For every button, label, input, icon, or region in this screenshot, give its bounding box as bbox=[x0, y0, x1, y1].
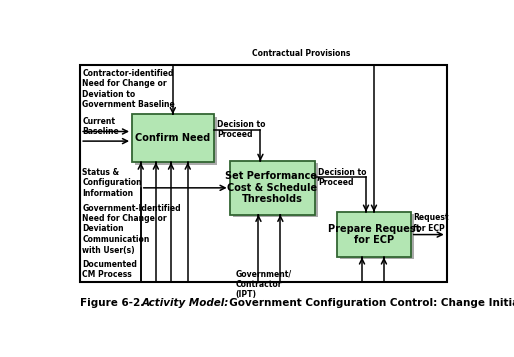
FancyBboxPatch shape bbox=[132, 114, 214, 162]
FancyBboxPatch shape bbox=[233, 163, 318, 217]
Text: Figure 6-2.: Figure 6-2. bbox=[80, 298, 148, 308]
Text: Set Performance,
Cost & Schedule
Thresholds: Set Performance, Cost & Schedule Thresho… bbox=[225, 171, 320, 205]
Text: Request
for ECP: Request for ECP bbox=[413, 213, 449, 233]
FancyBboxPatch shape bbox=[135, 116, 217, 165]
Text: Contractual Provisions: Contractual Provisions bbox=[252, 49, 351, 58]
Text: Status &
Configuration
Information: Status & Configuration Information bbox=[82, 168, 142, 198]
Text: Confirm Need: Confirm Need bbox=[135, 134, 210, 144]
Text: Prepare Request
for ECP: Prepare Request for ECP bbox=[328, 224, 420, 245]
Text: Contractor-identified
Need for Change or
Deviation to
Government Baseline: Contractor-identified Need for Change or… bbox=[82, 69, 175, 109]
Text: Government Configuration Control: Change Initiation: Government Configuration Control: Change… bbox=[222, 298, 514, 308]
FancyBboxPatch shape bbox=[337, 212, 411, 257]
FancyBboxPatch shape bbox=[340, 214, 414, 260]
Text: Decision to
Proceed: Decision to Proceed bbox=[217, 120, 265, 139]
Bar bbox=[80, 65, 447, 282]
Text: Activity Model:: Activity Model: bbox=[142, 298, 229, 308]
Text: Government-Identified
Need for Change or
Deviation: Government-Identified Need for Change or… bbox=[82, 203, 181, 233]
Text: Government/
Contractor
(IPT): Government/ Contractor (IPT) bbox=[235, 270, 291, 300]
Text: Current
Baseline: Current Baseline bbox=[82, 117, 119, 136]
Text: Decision to
Proceed: Decision to Proceed bbox=[318, 168, 367, 187]
Text: Documented
CM Process: Documented CM Process bbox=[82, 260, 137, 280]
Text: Communication
with User(s): Communication with User(s) bbox=[82, 235, 150, 255]
FancyBboxPatch shape bbox=[230, 161, 315, 215]
